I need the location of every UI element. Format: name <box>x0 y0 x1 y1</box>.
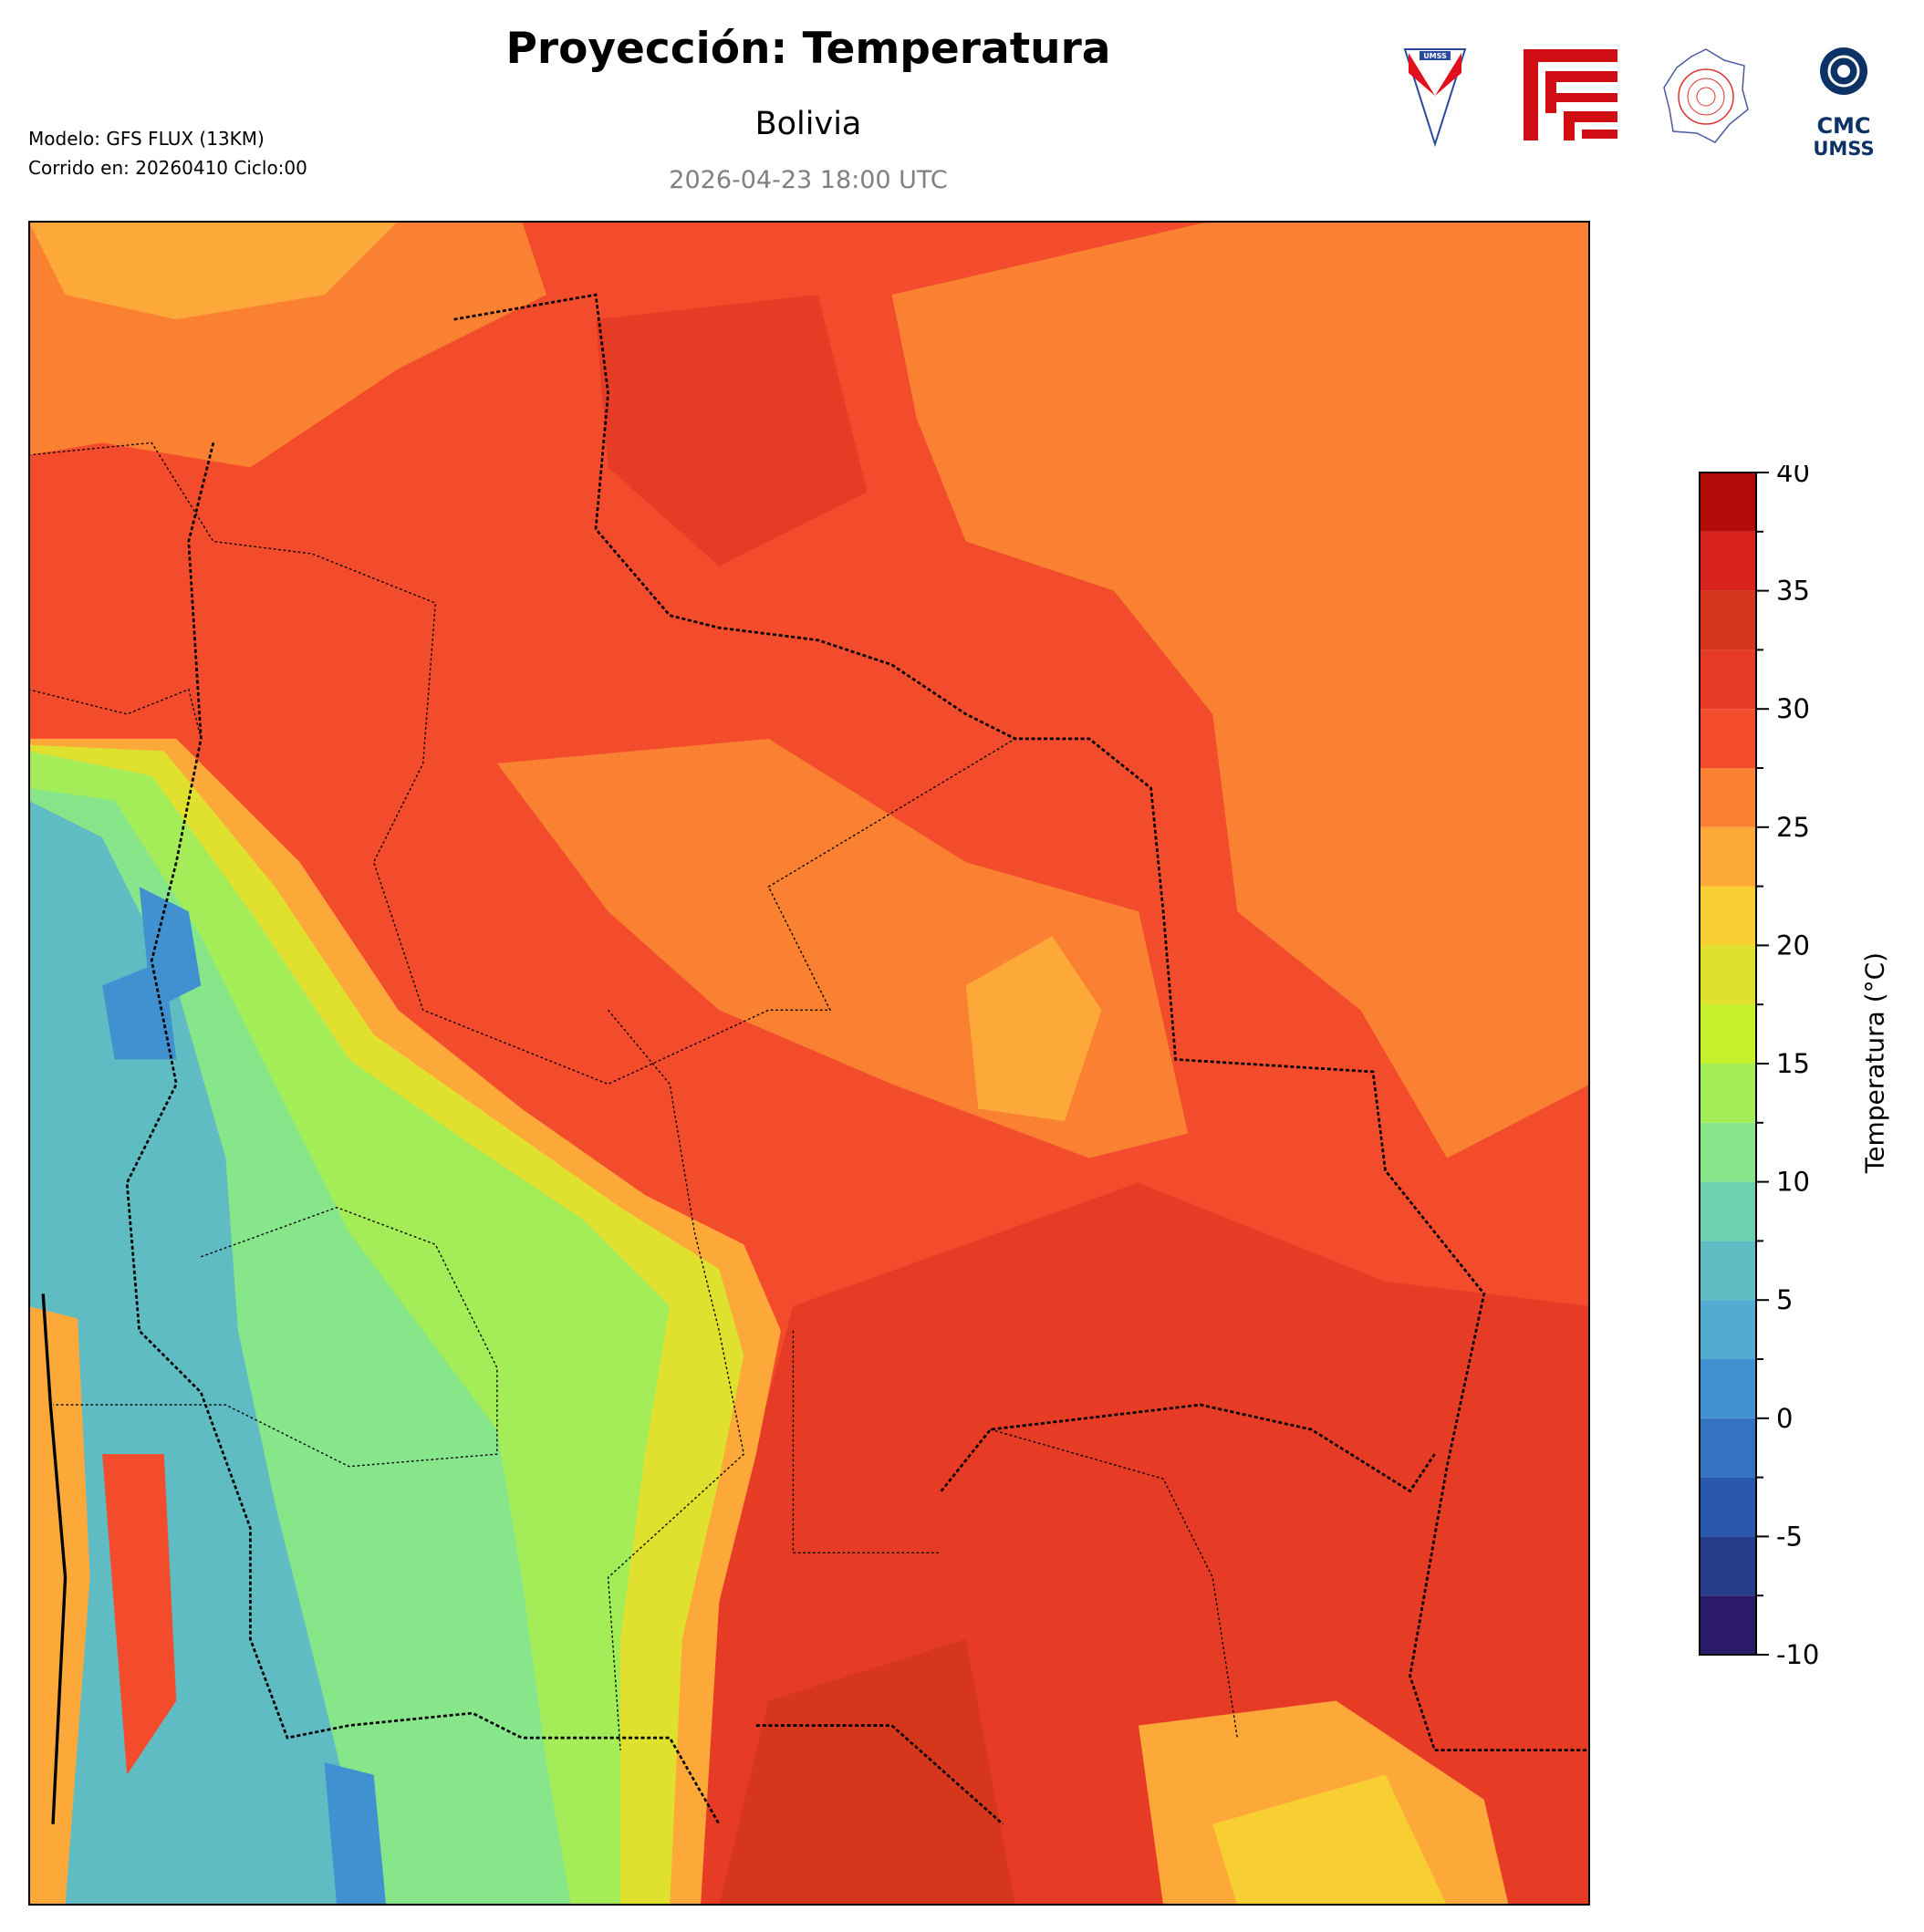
valid-time: 2026-04-23 18:00 UTC <box>669 166 948 194</box>
colorbar-band <box>1700 473 1756 532</box>
temperature-map <box>28 221 1590 1906</box>
colorbar: -10 -5 0 5 10 15 20 25 30 35 40 <box>1699 465 1819 1669</box>
colorbar-tick-label: -5 <box>1776 1521 1803 1552</box>
country-borders <box>125 293 1590 1825</box>
field-north-hot <box>596 295 868 566</box>
colorbar-band <box>1700 1418 1756 1478</box>
colorbar-band <box>1700 768 1756 827</box>
colorbar-tick-label: 5 <box>1776 1284 1793 1315</box>
colorbar-tick-label: -10 <box>1776 1639 1819 1669</box>
colorbar-band <box>1700 649 1756 710</box>
colorbar-tick-label: 30 <box>1776 693 1810 724</box>
field-south-mild <box>1212 1774 1448 1906</box>
colorbar-band <box>1700 531 1756 591</box>
chart-subtitle: Bolivia <box>754 106 862 142</box>
colorbar-band <box>1700 826 1756 887</box>
colorbar-band <box>1700 709 1756 768</box>
field-coast-warm <box>28 1305 90 1906</box>
colorbar-band <box>1700 1064 1756 1123</box>
field-north-east-warm <box>891 221 1590 1158</box>
field-andes-cold <box>102 887 387 1906</box>
cmc-umss-logo: CMC UMSS <box>1813 47 1875 159</box>
colorbar-tick-label: 10 <box>1776 1167 1810 1198</box>
colorbar-band <box>1700 1181 1756 1241</box>
run-label: Corrido en: 20260410 Ciclo:00 <box>28 157 307 179</box>
umss-logo: UMSS <box>1403 48 1467 148</box>
colorbar-band <box>1700 945 1756 1005</box>
colorbar-band <box>1700 1477 1756 1537</box>
colorbar-tick-label: 40 <box>1776 465 1810 488</box>
fcyt-logo <box>1524 49 1617 140</box>
colorbar-label: Temperatura (°C) <box>1859 951 1890 1174</box>
physics-dept-logo <box>1663 48 1749 143</box>
field-central-hot-spot <box>965 936 1102 1122</box>
department-borders <box>28 441 1238 1750</box>
colorbar-tick-label: 0 <box>1776 1403 1793 1434</box>
colorbar-band <box>1700 1004 1756 1064</box>
colorbar-band <box>1700 1595 1756 1655</box>
colorbar-band <box>1700 1359 1756 1418</box>
colorbar-band <box>1700 1300 1756 1359</box>
colorbar-tick-label: 35 <box>1776 576 1810 607</box>
colorbar-tick-label: 25 <box>1776 812 1810 843</box>
colorbar-tick-label: 20 <box>1776 930 1810 961</box>
colorbar-band <box>1700 590 1756 650</box>
cmc-logo-line1: CMC <box>1816 113 1870 139</box>
field-coast-hot <box>102 1454 177 1775</box>
field-andes-5 <box>28 800 374 1906</box>
colorbar-band <box>1700 1122 1756 1182</box>
colorbar-band <box>1700 1241 1756 1301</box>
colorbar-band <box>1700 886 1756 946</box>
field-north-edge <box>28 221 399 320</box>
umss-logo-text: UMSS <box>1423 52 1447 60</box>
cmc-logo-line2: UMSS <box>1813 138 1874 159</box>
chart-title: Proyección: Temperatura <box>505 24 1111 74</box>
model-label: Modelo: GFS FLUX (13KM) <box>28 128 265 150</box>
colorbar-band <box>1700 1536 1756 1596</box>
coastline <box>41 1293 68 1824</box>
colorbar-tick-label: 15 <box>1776 1048 1810 1079</box>
field-chaco-hot <box>719 1638 1015 1906</box>
